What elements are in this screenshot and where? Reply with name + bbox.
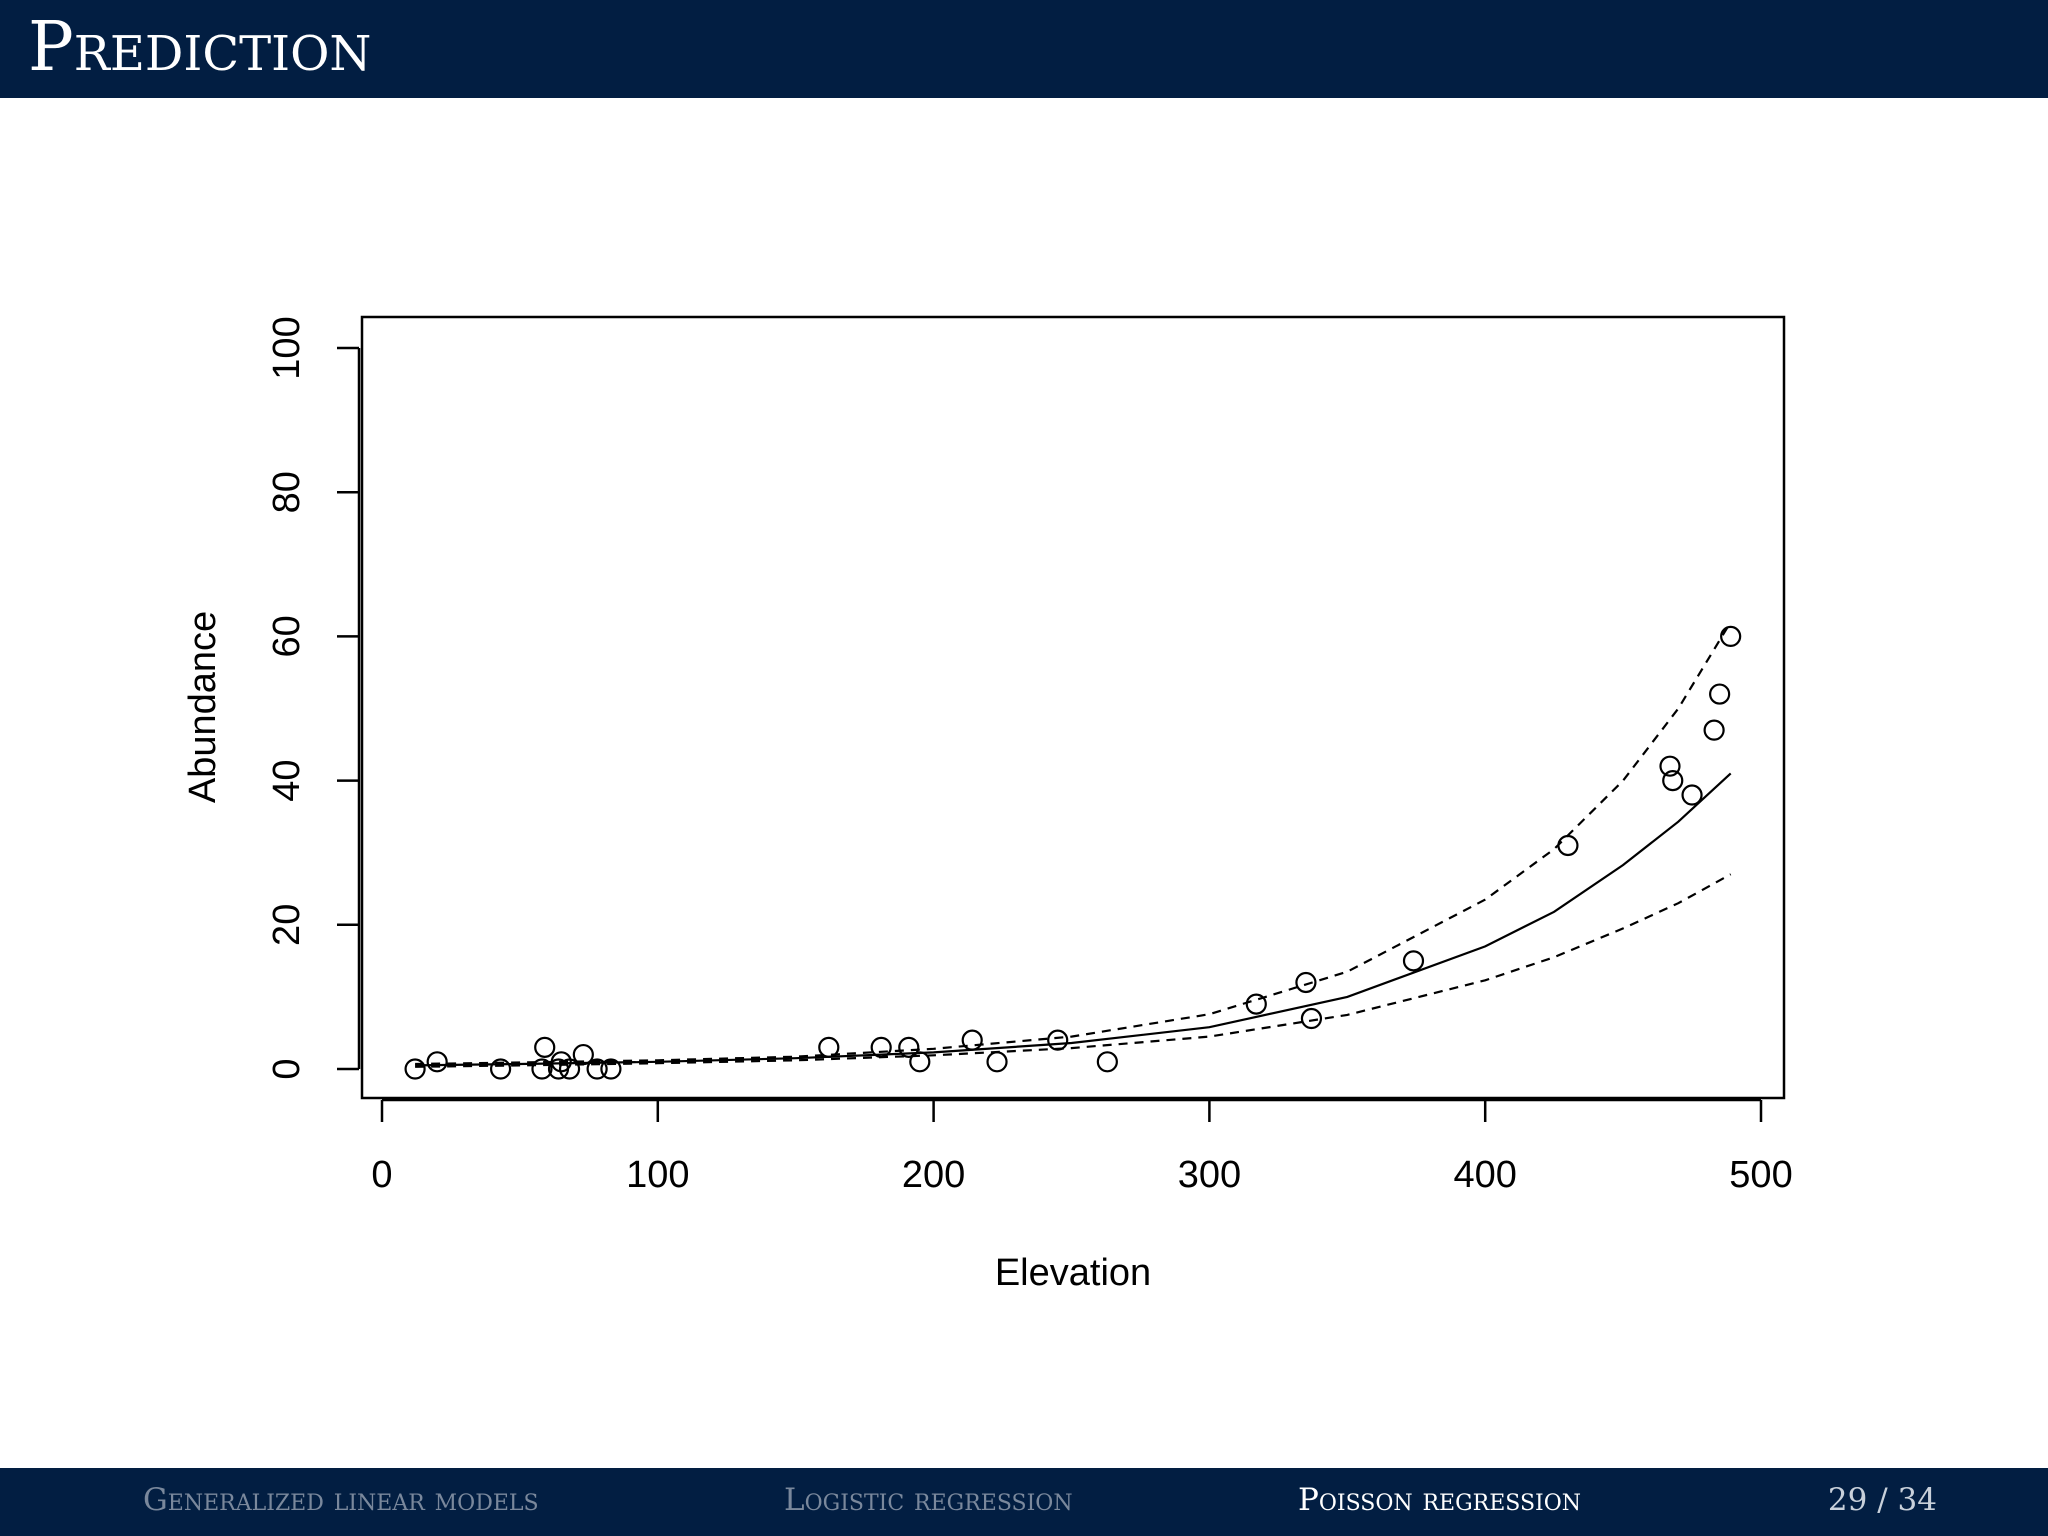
data-point [586, 1058, 608, 1080]
data-point [531, 1058, 553, 1080]
y-tick-label: 80 [266, 471, 308, 513]
title-bar [0, 0, 2048, 98]
data-point [898, 1036, 920, 1058]
footer-section-1[interactable]: Generalized linear models [143, 1482, 539, 1518]
data-point [961, 1029, 983, 1051]
data-point [909, 1051, 931, 1073]
slide-title: Prediction [28, 8, 372, 87]
data-point [1295, 971, 1317, 994]
x-tick-label: 400 [1453, 1154, 1516, 1196]
x-tick-label: 300 [1178, 1154, 1241, 1196]
data-point [1659, 755, 1681, 777]
data-point [1681, 784, 1703, 806]
page-number: 29 / 34 [1828, 1478, 1937, 1522]
data-point [1047, 1029, 1069, 1051]
footer-section-3[interactable]: Poisson regression [1298, 1482, 1582, 1518]
lower-confidence-curve [415, 873, 1732, 1068]
data-point [1300, 1007, 1323, 1030]
data-point [572, 1043, 594, 1066]
x-axis-label: Elevation [995, 1252, 1151, 1294]
fitted-curves [415, 621, 1732, 1068]
data-point [534, 1036, 556, 1058]
data-point [1703, 719, 1725, 741]
data-points [404, 625, 1742, 1080]
footer-section-2[interactable]: Logistic regression [784, 1482, 1073, 1518]
y-tick-label: 40 [266, 759, 308, 801]
data-point [404, 1058, 426, 1080]
x-tick-label: 200 [902, 1154, 965, 1196]
x-tick-label: 0 [371, 1154, 392, 1196]
y-tick-label: 20 [266, 904, 308, 946]
y-tick-label: 60 [266, 615, 308, 657]
data-point [1720, 625, 1742, 648]
data-point [1096, 1051, 1118, 1073]
fitted-curve [415, 772, 1732, 1067]
y-tick-label: 0 [266, 1058, 308, 1079]
x-tick-label: 100 [626, 1154, 689, 1196]
data-point [1709, 683, 1731, 705]
x-axis: 0 100 200 300 400 500 [371, 1098, 1793, 1196]
data-point [818, 1036, 840, 1058]
data-point [600, 1058, 622, 1080]
y-axis: 0 20 40 60 80 100 [266, 316, 361, 1080]
y-axis-label: Abundance [182, 611, 224, 803]
data-point [426, 1051, 448, 1073]
data-point [986, 1051, 1008, 1073]
x-tick-label: 500 [1729, 1154, 1792, 1196]
data-point [1662, 769, 1684, 792]
page-total: 34 [1897, 1482, 1937, 1518]
y-tick-label: 100 [266, 316, 308, 379]
upper-confidence-curve [415, 621, 1732, 1066]
data-point [1557, 834, 1579, 857]
data-point [1245, 993, 1267, 1015]
data-point [489, 1058, 512, 1080]
data-point [870, 1036, 892, 1058]
plot-area-frame [360, 315, 1786, 1100]
data-point [1402, 950, 1425, 972]
data-point [558, 1058, 581, 1080]
footer-bar [0, 1468, 2048, 1536]
page-separator: / [1877, 1482, 1888, 1518]
page-current: 29 [1827, 1482, 1868, 1518]
